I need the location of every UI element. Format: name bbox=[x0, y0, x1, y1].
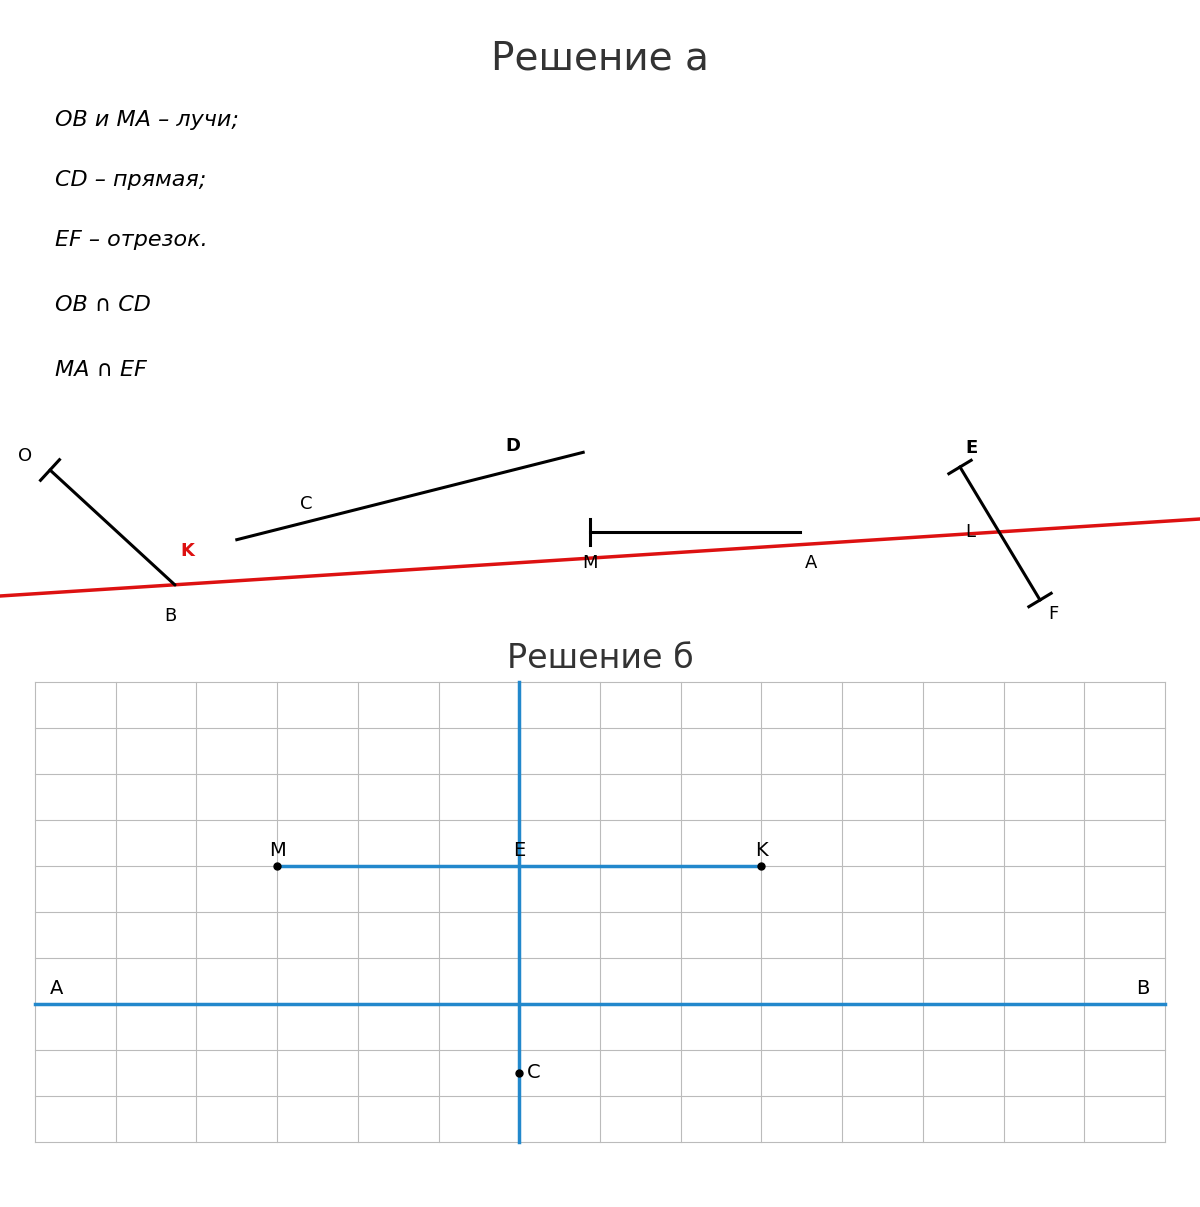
Text: OB ∩ CD: OB ∩ CD bbox=[55, 295, 151, 315]
Text: F: F bbox=[1048, 605, 1058, 623]
Text: B: B bbox=[1136, 979, 1150, 998]
Text: OB и MA – лучи;: OB и MA – лучи; bbox=[55, 110, 239, 130]
Text: C: C bbox=[300, 495, 312, 513]
Text: EF – отрезок.: EF – отрезок. bbox=[55, 231, 208, 250]
Text: CD – прямая;: CD – прямая; bbox=[55, 170, 206, 189]
Text: D: D bbox=[505, 437, 520, 455]
Text: K: K bbox=[755, 841, 768, 861]
Text: E: E bbox=[965, 439, 977, 457]
Text: A: A bbox=[805, 554, 817, 572]
Text: Решение а: Решение а bbox=[491, 40, 709, 78]
Text: K: K bbox=[180, 542, 194, 560]
Text: Решение б: Решение б bbox=[506, 642, 694, 675]
Text: B: B bbox=[164, 607, 176, 625]
Text: C: C bbox=[527, 1063, 541, 1083]
Text: M: M bbox=[582, 554, 598, 572]
Text: MA ∩ EF: MA ∩ EF bbox=[55, 360, 146, 380]
Text: L: L bbox=[965, 523, 974, 541]
Text: O: O bbox=[18, 447, 32, 465]
Text: A: A bbox=[50, 979, 64, 998]
Text: M: M bbox=[269, 841, 286, 861]
Text: E: E bbox=[514, 841, 526, 861]
